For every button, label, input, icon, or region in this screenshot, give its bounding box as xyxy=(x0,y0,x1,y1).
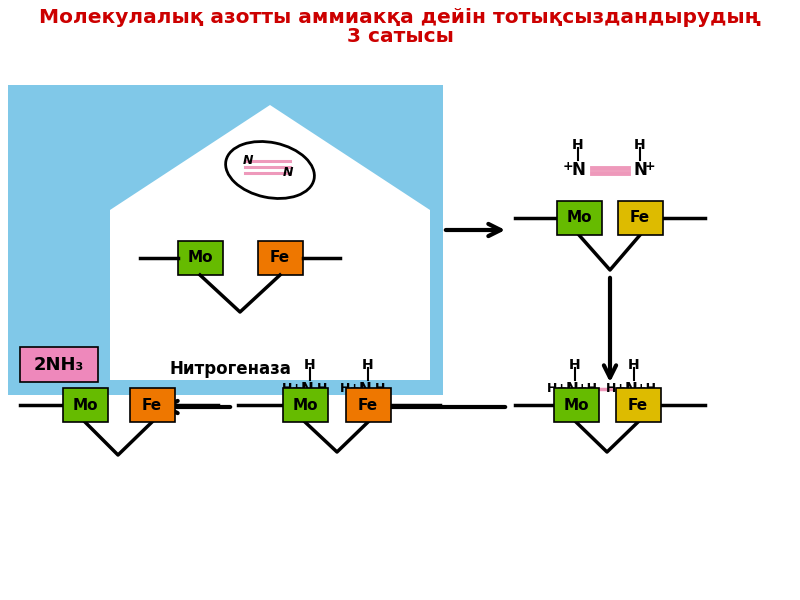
FancyBboxPatch shape xyxy=(346,388,391,422)
Text: N: N xyxy=(633,161,647,179)
Bar xyxy=(8,85,443,395)
Ellipse shape xyxy=(226,142,314,199)
FancyBboxPatch shape xyxy=(557,201,602,235)
Text: +H: +H xyxy=(635,382,657,395)
Text: Mo: Mo xyxy=(566,211,592,226)
Text: H: H xyxy=(628,358,640,372)
Text: +H: +H xyxy=(577,382,598,395)
Text: N: N xyxy=(566,383,578,397)
Text: H: H xyxy=(362,358,374,372)
Text: Fe: Fe xyxy=(358,397,378,413)
FancyBboxPatch shape xyxy=(258,241,303,275)
Text: N: N xyxy=(358,383,371,397)
Text: +: + xyxy=(562,160,574,173)
Text: Fe: Fe xyxy=(630,211,650,226)
Text: 2NH₃: 2NH₃ xyxy=(34,356,84,374)
FancyBboxPatch shape xyxy=(283,388,328,422)
Text: Fe: Fe xyxy=(628,397,648,413)
Text: N: N xyxy=(242,154,254,166)
Text: H+: H+ xyxy=(339,382,361,395)
Text: Mo: Mo xyxy=(72,397,98,413)
Polygon shape xyxy=(110,105,430,380)
Text: Молекулалық азотты аммиакқа дейін тотықсыздандырудың: Молекулалық азотты аммиакқа дейін тотықс… xyxy=(39,8,761,27)
FancyBboxPatch shape xyxy=(130,388,175,422)
Text: Mo: Mo xyxy=(187,251,213,265)
Text: H: H xyxy=(317,382,327,395)
Text: 3 сатысы: 3 сатысы xyxy=(346,27,454,46)
FancyBboxPatch shape xyxy=(618,201,663,235)
Text: H: H xyxy=(569,358,581,372)
Text: N: N xyxy=(625,383,638,397)
Text: Fe: Fe xyxy=(142,397,162,413)
Text: N: N xyxy=(571,161,585,179)
Text: Нитрогеназа: Нитрогеназа xyxy=(169,360,291,378)
Text: H: H xyxy=(634,138,646,152)
FancyBboxPatch shape xyxy=(63,388,108,422)
Text: Mo: Mo xyxy=(292,397,318,413)
Text: N: N xyxy=(301,383,314,397)
Text: H+: H+ xyxy=(606,382,626,395)
Text: Mo: Mo xyxy=(563,397,589,413)
FancyBboxPatch shape xyxy=(616,388,661,422)
Text: Fe: Fe xyxy=(270,251,290,265)
Text: H+: H+ xyxy=(282,382,302,395)
Text: H+: H+ xyxy=(546,382,567,395)
Text: H: H xyxy=(304,358,316,372)
FancyBboxPatch shape xyxy=(20,347,98,382)
Text: H: H xyxy=(375,382,385,395)
FancyBboxPatch shape xyxy=(554,388,599,422)
Text: N: N xyxy=(282,166,294,179)
FancyBboxPatch shape xyxy=(178,241,223,275)
Text: H: H xyxy=(572,138,584,152)
Text: +: + xyxy=(645,160,655,173)
